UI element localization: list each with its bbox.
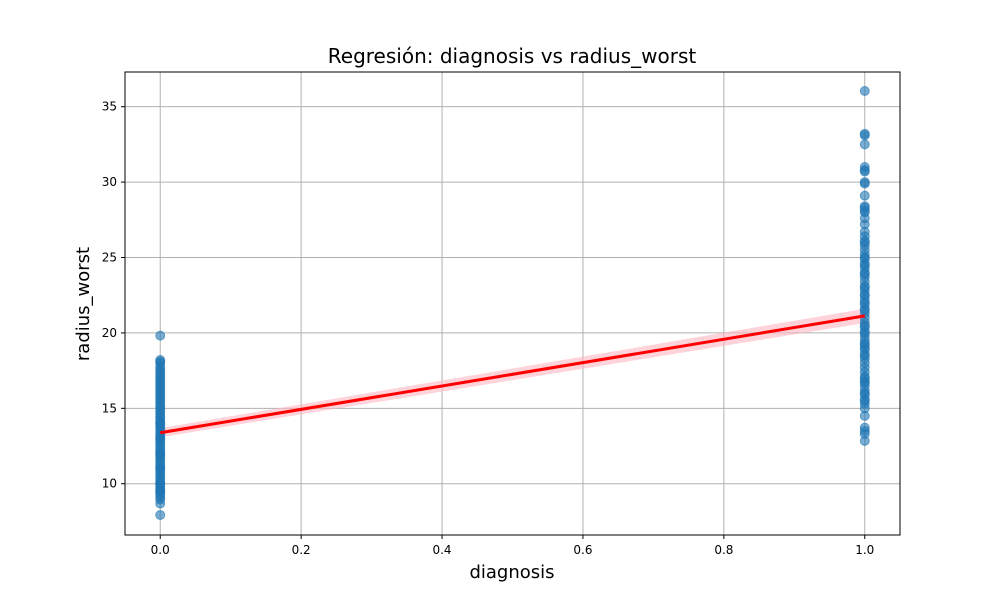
y-tick-label: 15 bbox=[102, 401, 117, 415]
data-point bbox=[859, 269, 870, 280]
chart-title: Regresión: diagnosis vs radius_worst bbox=[328, 44, 697, 68]
y-tick-label: 30 bbox=[102, 175, 117, 189]
data-point bbox=[859, 252, 870, 263]
data-point bbox=[859, 162, 870, 173]
data-point bbox=[155, 330, 166, 341]
data-point bbox=[859, 128, 870, 139]
data-point bbox=[859, 377, 870, 388]
data-point bbox=[155, 486, 166, 497]
plot-frame bbox=[124, 71, 901, 536]
data-point bbox=[859, 422, 870, 433]
x-tick-label: 0.2 bbox=[292, 543, 311, 557]
x-axis-ticks: 0.0 0.2 0.4 0.6 0.8 1.0 bbox=[151, 535, 874, 557]
x-tick-label: 0.0 bbox=[151, 543, 170, 557]
data-point bbox=[859, 237, 870, 248]
data-point bbox=[859, 338, 870, 349]
data-point bbox=[859, 86, 870, 97]
data-point bbox=[155, 448, 166, 459]
regression-line bbox=[159, 314, 866, 435]
y-axis-ticks: 10 15 20 25 30 35 bbox=[102, 100, 125, 491]
scatter-points bbox=[155, 86, 870, 520]
x-tick-label: 0.8 bbox=[714, 543, 733, 557]
data-point bbox=[155, 433, 166, 444]
data-point bbox=[155, 418, 166, 429]
regression-line-group bbox=[159, 314, 866, 435]
data-point bbox=[859, 201, 870, 212]
y-tick-label: 20 bbox=[102, 326, 117, 340]
y-tick-label: 25 bbox=[102, 251, 117, 265]
data-point bbox=[859, 139, 870, 150]
y-tick-label: 10 bbox=[102, 477, 117, 491]
data-point bbox=[859, 320, 870, 331]
data-point bbox=[859, 388, 870, 399]
x-tick-label: 0.4 bbox=[432, 543, 451, 557]
data-point bbox=[859, 177, 870, 188]
data-point bbox=[859, 190, 870, 201]
data-point bbox=[859, 290, 870, 301]
y-tick-label: 35 bbox=[102, 100, 117, 114]
x-axis-title: diagnosis bbox=[469, 562, 554, 583]
data-point bbox=[155, 463, 166, 474]
data-point bbox=[155, 355, 166, 366]
data-point bbox=[155, 509, 166, 520]
x-tick-label: 0.6 bbox=[573, 543, 592, 557]
x-tick-label: 1.0 bbox=[855, 543, 874, 557]
y-axis-title: radius_worst bbox=[73, 247, 94, 361]
grid-lines bbox=[125, 72, 900, 535]
